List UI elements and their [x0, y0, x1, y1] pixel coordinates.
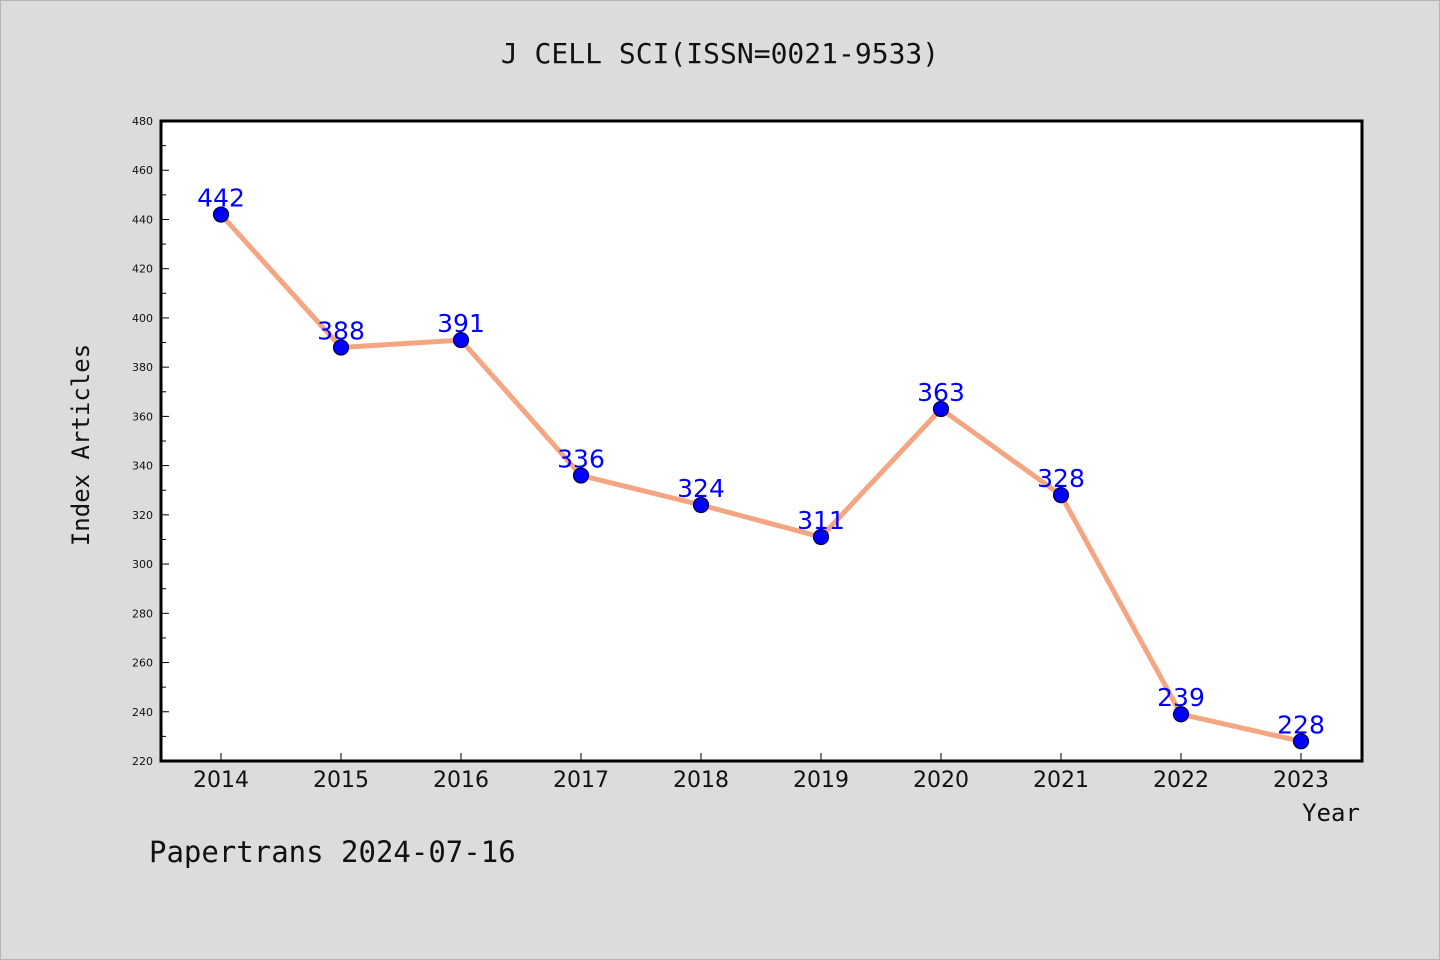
data-point [1052, 487, 1070, 504]
data-label: 228 [1277, 710, 1325, 739]
y-tick-label: 480 [132, 115, 153, 128]
y-tick-label: 400 [132, 312, 153, 325]
data-label: 388 [317, 316, 365, 345]
x-axis-label: Year [1302, 799, 1360, 827]
x-tick-label: 2020 [913, 768, 969, 793]
data-labels: 442 388 391 336 324 311 363 328 239 228 [197, 184, 1325, 740]
y-tick-label: 220 [132, 755, 153, 768]
data-label: 324 [677, 474, 725, 503]
data-label: 311 [797, 506, 845, 535]
data-point [452, 331, 470, 349]
data-point [692, 496, 710, 514]
x-tick-label: 2018 [673, 768, 729, 793]
y-tick-label: 240 [132, 706, 153, 719]
data-label: 336 [557, 444, 605, 473]
data-point [1292, 733, 1310, 750]
data-label: 328 [1037, 464, 1085, 493]
data-point [812, 528, 830, 546]
x-tick-label: 2017 [553, 768, 609, 793]
data-label: 442 [197, 184, 245, 213]
y-tick-label: 420 [132, 263, 153, 276]
y-tick-label: 360 [132, 410, 153, 423]
x-axis: 2014 2015 2016 2017 2018 2019 2020 2021 2022 2023 [193, 753, 1329, 793]
y-axis: 220 240 260 280 300 320 340 360 380 400 420 440 460 4… [132, 115, 169, 768]
x-tick-label: 2016 [433, 768, 489, 793]
data-point [1172, 706, 1190, 723]
y-tick-label: 440 [132, 213, 153, 226]
series-markers [212, 206, 1310, 750]
data-point [932, 400, 950, 418]
x-tick-label: 2023 [1273, 768, 1329, 793]
footer-note: Papertrans 2024-07-16 [149, 835, 516, 869]
data-point [572, 467, 590, 484]
y-tick-label: 380 [132, 361, 153, 374]
data-label: 363 [917, 378, 965, 407]
x-tick-label: 2014 [193, 768, 249, 793]
data-point [212, 206, 230, 223]
series-line [218, 212, 1304, 744]
y-tick-label: 460 [132, 164, 153, 177]
chart-title: J CELL SCI(ISSN=0021-9533) [500, 37, 940, 70]
y-tick-label: 320 [132, 509, 153, 522]
y-tick-label: 340 [132, 460, 153, 473]
x-tick-label: 2019 [793, 768, 849, 793]
x-tick-label: 2022 [1153, 768, 1209, 793]
x-tick-label: 2021 [1033, 768, 1089, 793]
y-tick-label: 260 [132, 657, 153, 670]
y-tick-label: 280 [132, 607, 153, 620]
y-axis-label: Index Articles [67, 344, 95, 546]
data-point [332, 339, 350, 356]
plot-area [159, 119, 1364, 763]
data-label: 391 [437, 309, 485, 338]
data-label: 239 [1157, 683, 1205, 712]
x-tick-label: 2015 [313, 768, 369, 793]
y-tick-label: 300 [132, 558, 153, 571]
